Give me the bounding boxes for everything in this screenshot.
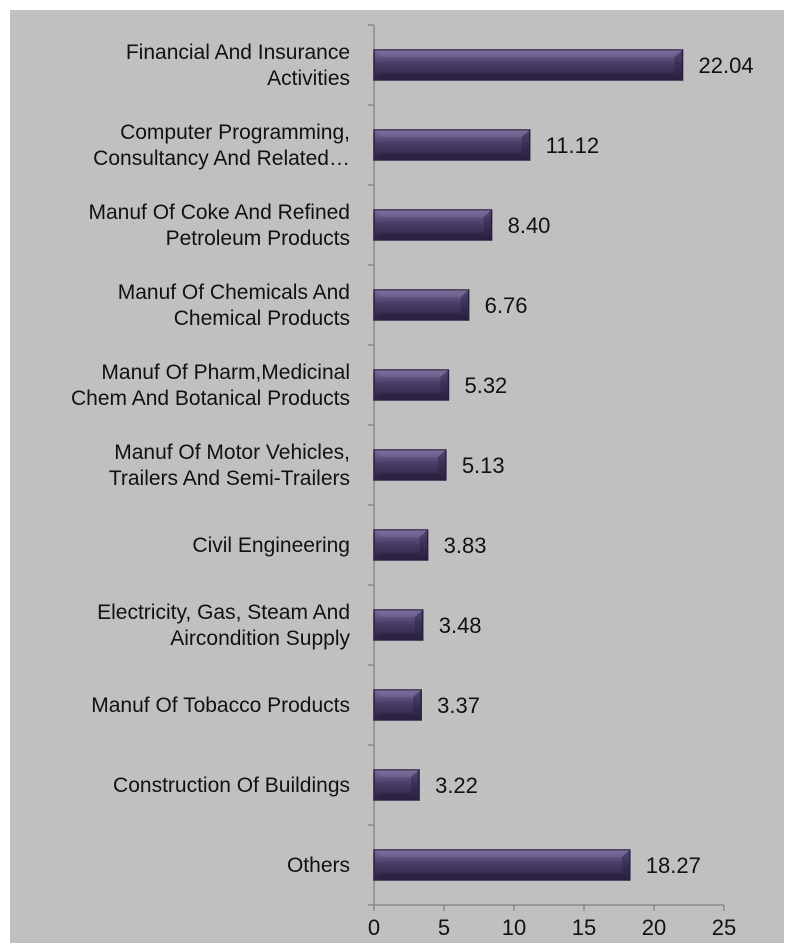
x-tick-label: 15: [572, 915, 596, 940]
bar-bevel-end: [414, 610, 423, 640]
bar: [373, 449, 447, 481]
x-tick-label: 10: [502, 915, 526, 940]
bar-bevel-bottom: [374, 73, 683, 80]
bar-bevel-end: [437, 450, 446, 480]
category-label: Financial And Insurance Activities: [126, 41, 350, 90]
bar-chart: 0 5 10 15 20 25 22.04 11.12 8.40 6.76 5.32 5.13 3.8…: [71, 24, 754, 940]
data-label: 3.22: [435, 773, 478, 798]
x-tick-label: 20: [642, 915, 666, 940]
bar-bevel-bottom: [374, 633, 423, 640]
category-label: Computer Programming, Consultancy And Rel…: [93, 121, 350, 170]
data-label: 22.04: [699, 53, 754, 78]
bar-bevel-top: [374, 690, 422, 697]
chart-area: 0 5 10 15 20 25 22.04 11.12 8.40 6.76 5.32 5.13 3.8…: [10, 10, 784, 943]
data-label: 5.32: [464, 373, 507, 398]
category-labels: Financial And Insurance Activities Compute…: [71, 41, 350, 877]
category-label: Manuf Of Pharm,Medicinal Chem And Botanic…: [71, 361, 350, 410]
bar-bevel-end: [621, 850, 630, 880]
bar-bevel-bottom: [374, 473, 446, 480]
bar-bevel-bottom: [374, 873, 630, 880]
bar-bevel-bottom: [374, 313, 469, 320]
bar: [373, 689, 422, 721]
category-label: Manuf Of Chemicals And Chemical Products: [118, 281, 350, 330]
data-label: 3.37: [437, 693, 480, 718]
bar: [373, 769, 420, 801]
bar-bevel-end: [440, 370, 449, 400]
bar-bevel-top: [374, 370, 449, 377]
bars: 22.04 11.12 8.40 6.76 5.32 5.13 3.83 3.48 3.37 3.…: [373, 49, 754, 881]
bar: [373, 369, 450, 401]
data-label: 5.13: [462, 453, 505, 478]
bar-bevel-top: [374, 50, 683, 57]
bar: [373, 289, 470, 321]
bar-bevel-bottom: [374, 553, 428, 560]
category-label: Construction Of Buildings: [113, 774, 350, 797]
data-label: 11.12: [546, 133, 599, 158]
bar-bevel-bottom: [374, 793, 420, 800]
category-label: Manuf Of Tobacco Products: [91, 694, 350, 717]
bar-bevel-bottom: [374, 153, 530, 160]
bar-bevel-top: [374, 850, 630, 857]
category-label: Manuf Of Coke And Refined Petroleum Produ…: [89, 201, 351, 250]
bar-bevel-top: [374, 530, 428, 537]
bar-bevel-end: [413, 690, 422, 720]
bar-bevel-bottom: [374, 713, 422, 720]
bar-bevel-end: [460, 290, 469, 320]
bar-bevel-end: [419, 530, 428, 560]
x-tick-label: 0: [368, 915, 380, 940]
bar-bevel-top: [374, 130, 530, 137]
category-label: Manuf Of Motor Vehicles, Trailers And Sem…: [109, 441, 350, 490]
data-label: 18.27: [646, 853, 701, 878]
category-label: Others: [287, 854, 350, 877]
bar: [373, 49, 684, 81]
bar-bevel-bottom: [374, 393, 449, 400]
bar: [373, 609, 424, 641]
data-label: 8.40: [508, 213, 551, 238]
bar: [373, 529, 429, 561]
data-label: 3.48: [439, 613, 482, 638]
data-label: 6.76: [485, 293, 528, 318]
category-label: Civil Engineering: [192, 534, 350, 557]
bar-bevel-top: [374, 450, 446, 457]
bar-bevel-top: [374, 610, 423, 617]
bar-bevel-end: [674, 50, 683, 80]
x-tick-label: 25: [712, 915, 736, 940]
bar: [373, 209, 493, 241]
x-tick-label: 5: [438, 915, 450, 940]
category-label: Electricity, Gas, Steam And Aircondition …: [97, 601, 350, 650]
axes: 0 5 10 15 20 25: [368, 24, 736, 940]
bar: [373, 129, 531, 161]
bar-bevel-bottom: [374, 233, 492, 240]
data-label: 3.83: [444, 533, 487, 558]
bar: [373, 849, 631, 881]
bar-bevel-top: [374, 290, 469, 297]
bar-bevel-end: [521, 130, 530, 160]
bar-bevel-top: [374, 770, 420, 777]
bar-bevel-end: [483, 210, 492, 240]
bar-bevel-end: [411, 770, 420, 800]
bar-bevel-top: [374, 210, 492, 217]
